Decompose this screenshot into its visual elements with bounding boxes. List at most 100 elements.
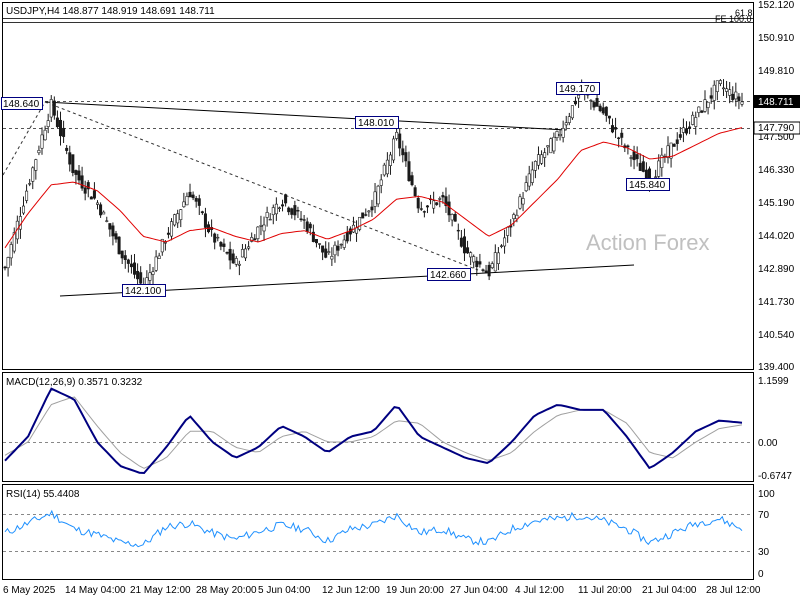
svg-text:21 May 12:00: 21 May 12:00: [130, 585, 191, 596]
candle-body: [194, 198, 198, 202]
candle-body: [413, 187, 417, 197]
svg-text:141.730: 141.730: [758, 297, 795, 308]
candle-body: [311, 231, 315, 242]
candle-body: [385, 159, 389, 175]
candle-body: [530, 169, 534, 183]
macd-line: [4, 387, 743, 475]
candle-body: [86, 182, 90, 190]
candle-body: [721, 87, 725, 90]
candle-body: [49, 99, 53, 118]
candle-body: [546, 145, 550, 148]
candle-body: [80, 175, 84, 189]
candle-body: [466, 247, 470, 254]
candle-body: [213, 233, 217, 243]
candle-body: [684, 128, 688, 134]
candle-body: [237, 263, 241, 266]
dashed-trendline-left[interactable]: [2, 101, 46, 176]
upper-trendline[interactable]: [44, 101, 567, 131]
rsi-title: RSI(14) 55.4408: [6, 489, 80, 500]
candle-body: [718, 80, 722, 84]
candle-body: [610, 125, 614, 133]
candle-body: [478, 261, 482, 265]
candle-body: [253, 238, 257, 241]
candle-body: [43, 129, 47, 141]
svg-text:139.400: 139.400: [758, 362, 795, 373]
candle-body: [55, 117, 59, 128]
candle-body: [293, 205, 297, 216]
candle-body: [274, 203, 278, 215]
candle-body: [268, 218, 272, 221]
watermark: Action Forex: [586, 230, 710, 255]
callout-142660: 142.660: [427, 268, 471, 281]
candle-body: [126, 259, 130, 264]
dashed-trendline[interactable]: [44, 101, 479, 271]
candle-body: [179, 209, 183, 220]
candle-body: [425, 205, 429, 208]
candle-body: [592, 102, 596, 108]
ma-price-tag: 147.790: [753, 121, 800, 135]
candle-body: [129, 263, 133, 268]
candle-body: [250, 237, 254, 242]
candle-body: [635, 154, 639, 160]
candle-body: [469, 252, 473, 258]
candle-body: [271, 207, 275, 216]
candle-body: [700, 110, 704, 113]
svg-text:148.640: 148.640: [3, 99, 40, 110]
svg-text:0.00: 0.00: [758, 438, 778, 449]
candle-body: [277, 207, 281, 209]
candle-body: [691, 114, 695, 125]
candle-body: [419, 208, 423, 210]
candle-body: [197, 198, 201, 206]
candle-body: [617, 137, 621, 139]
candle-body: [694, 117, 698, 127]
candle-body: [660, 154, 664, 168]
svg-text:0: 0: [758, 569, 764, 580]
candle-body: [114, 233, 118, 240]
candle-body: [462, 236, 466, 254]
candle-body: [120, 250, 124, 259]
candle-body: [123, 255, 127, 261]
candle-body: [577, 94, 581, 99]
candle-body: [240, 249, 244, 258]
macd-axis: 1.1599 0.00 -0.6747: [758, 376, 792, 482]
svg-text:27 Jun 04:00: 27 Jun 04:00: [450, 585, 508, 596]
candle-body: [595, 98, 599, 107]
candle-body: [555, 131, 559, 138]
svg-text:12 Jun 12:00: 12 Jun 12:00: [322, 585, 380, 596]
svg-text:149.170: 149.170: [559, 84, 596, 95]
candle-body: [401, 148, 405, 156]
candle-body: [364, 214, 368, 216]
candle-body: [512, 214, 516, 219]
candle-body: [287, 207, 291, 213]
candle-body: [552, 136, 556, 152]
candle-body: [318, 243, 322, 245]
svg-text:70: 70: [758, 510, 770, 521]
candle-body: [336, 245, 340, 251]
candle-body: [620, 132, 624, 138]
candle-body: [456, 229, 460, 232]
candle-body: [543, 152, 547, 158]
candle-body: [398, 133, 402, 149]
candle-body: [675, 139, 679, 144]
candle-body: [92, 190, 96, 199]
candle-body: [654, 176, 658, 178]
moving-average-line: [4, 127, 743, 249]
price-panel-frame: [2, 2, 754, 370]
candle-body: [133, 262, 137, 275]
candle-body: [345, 231, 349, 242]
candle-body: [99, 204, 103, 216]
candle-body: [65, 147, 69, 151]
candle-body: [515, 214, 519, 220]
candle-body: [490, 263, 494, 268]
candle-body: [626, 145, 630, 148]
candle-body: [481, 269, 485, 271]
candle-body: [77, 170, 81, 181]
candle-body: [540, 154, 544, 164]
svg-text:144.020: 144.020: [758, 231, 795, 242]
svg-text:28 May 20:00: 28 May 20:00: [196, 585, 257, 596]
candle-body: [102, 211, 106, 215]
candle-body: [228, 248, 232, 261]
candle-body: [487, 264, 491, 277]
candle-body: [447, 201, 451, 216]
